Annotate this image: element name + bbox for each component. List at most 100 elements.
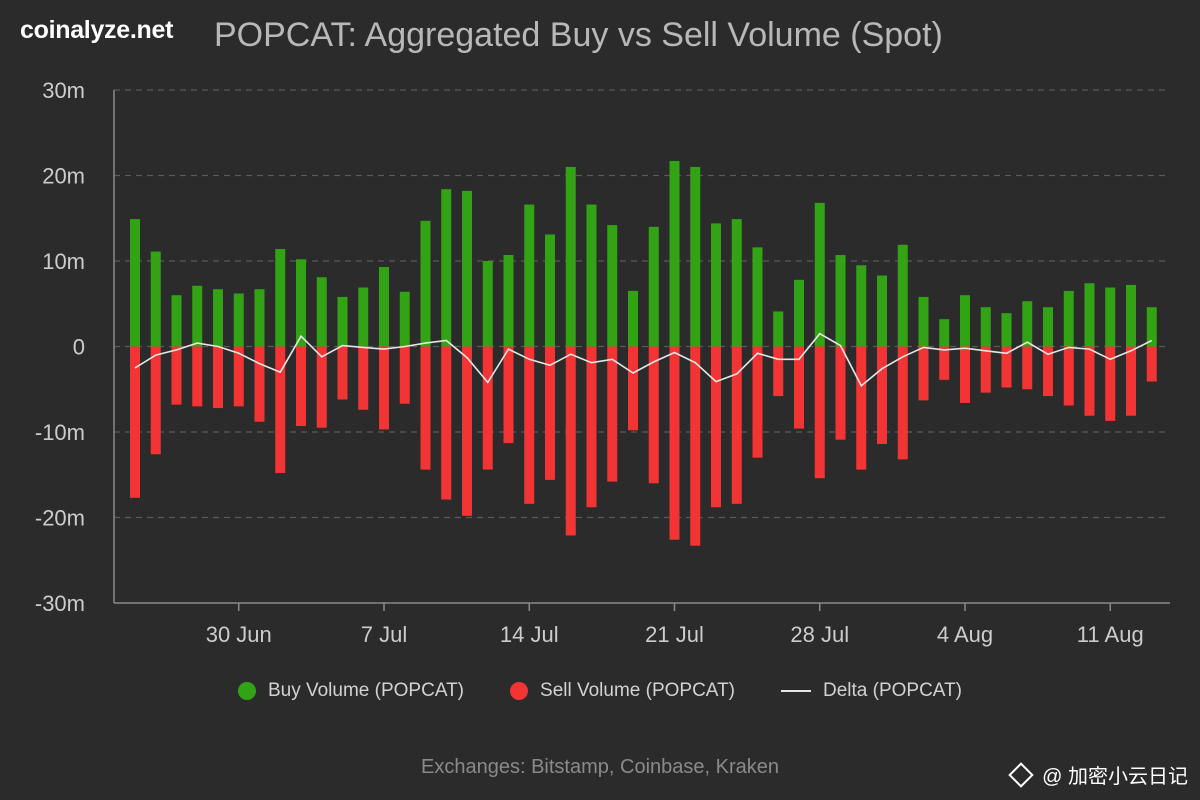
buy-bar: [980, 307, 991, 347]
sell-bar: [1105, 346, 1116, 421]
buy-bar: [358, 287, 369, 347]
legend: Buy Volume (POPCAT) Sell Volume (POPCAT)…: [0, 680, 1200, 702]
x-tick-label: 28 Jul: [790, 622, 849, 647]
sell-bar: [648, 346, 659, 484]
x-tick-label: 4 Aug: [937, 622, 993, 647]
buy-bar: [503, 255, 514, 347]
sell-bar: [1063, 346, 1074, 406]
sell-bar: [690, 346, 701, 546]
grid-lines: [114, 89, 1170, 519]
buy-bar: [275, 249, 286, 347]
sell-bar: [482, 346, 493, 470]
sell-bar: [731, 346, 742, 504]
y-tick-label: -30m: [35, 591, 85, 616]
sell-bar: [628, 346, 638, 431]
sell-bar: [607, 346, 618, 482]
buy-bar: [835, 255, 846, 347]
sell-bar: [150, 346, 161, 455]
y-tick-label: 20m: [42, 164, 85, 189]
buy-bar: [1063, 290, 1074, 347]
buy-bar: [296, 259, 306, 347]
sell-bar: [358, 346, 369, 410]
buy-bar: [1105, 287, 1116, 347]
sell-bar: [877, 346, 887, 444]
x-tick-label: 11 Aug: [1077, 622, 1144, 647]
sell-bar: [524, 346, 535, 504]
buy-bar: [1022, 301, 1033, 347]
sell-bar: [275, 346, 286, 474]
buy-bar: [171, 295, 182, 347]
buy-bar: [669, 160, 680, 347]
legend-buy-label: Buy Volume (POPCAT): [267, 680, 465, 701]
sell-bar: [213, 346, 223, 409]
sell-bar: [752, 346, 763, 458]
legend-item-delta[interactable]: Delta (POPCAT): [781, 680, 962, 702]
sell-bar: [586, 346, 597, 508]
sell-bar: [1126, 346, 1136, 416]
y-tick-label: -10m: [35, 420, 85, 445]
buy-bar: [1084, 283, 1095, 347]
buy-bar: [897, 244, 908, 347]
sell-bar: [960, 346, 970, 403]
buy-bar: [233, 293, 244, 347]
exchanges-footer: Exchanges: Bitstamp, Coinbase, Kraken: [421, 756, 779, 778]
sell-bar: [918, 346, 929, 401]
y-tick-label: 30m: [42, 78, 85, 103]
buy-bar: [1146, 307, 1157, 347]
x-tick-label: 7 Jul: [361, 622, 407, 647]
buy-bar: [773, 311, 784, 347]
buy-bar: [565, 166, 576, 347]
buy-bar: [399, 291, 410, 347]
sell-series: [130, 346, 1157, 546]
buy-bar: [420, 220, 431, 347]
legend-delta-label: Delta (POPCAT): [823, 680, 963, 701]
buy-series: [130, 160, 1157, 347]
sell-bar: [337, 346, 348, 400]
sell-bar: [939, 346, 950, 380]
sell-bar: [379, 346, 389, 430]
legend-sell-marker: [510, 682, 529, 700]
buy-bar: [856, 265, 867, 347]
buy-bar: [628, 290, 638, 347]
watermark-text: @ 加密小云日记: [1042, 766, 1188, 788]
sell-bar: [130, 346, 140, 498]
buy-bar: [545, 234, 555, 347]
delta-line: [134, 332, 1153, 388]
sell-bar: [399, 346, 410, 404]
buy-bar: [441, 189, 452, 347]
brand-logo: coinalyze.net: [20, 16, 174, 44]
buy-bar: [150, 251, 161, 347]
sell-bar: [794, 346, 804, 429]
watermark: @ 加密小云日记: [1008, 760, 1188, 789]
sell-bar: [316, 346, 327, 428]
legend-item-sell[interactable]: Sell Volume (POPCAT): [510, 680, 735, 702]
buy-bar: [711, 223, 721, 347]
buy-bar: [337, 296, 348, 347]
x-tick-label: 21 Jul: [645, 622, 704, 647]
binance-diamond-icon: [1008, 761, 1034, 788]
buy-bar: [130, 219, 140, 347]
delta-series: [134, 332, 1153, 388]
sell-bar: [462, 346, 472, 516]
buy-bar: [794, 279, 804, 347]
buy-bar: [213, 289, 223, 347]
legend-item-buy[interactable]: Buy Volume (POPCAT): [237, 680, 465, 702]
sell-bar: [773, 346, 784, 397]
buy-bar: [1001, 313, 1012, 347]
sell-bar: [669, 346, 680, 540]
sell-bar: [1043, 346, 1053, 397]
sell-bar: [835, 346, 846, 440]
buy-bar: [648, 226, 659, 347]
buy-bar: [462, 190, 472, 347]
buy-bar: [814, 202, 825, 347]
buy-bar: [690, 166, 701, 347]
sell-bar: [897, 346, 908, 460]
y-tick-label: -20m: [35, 506, 85, 531]
buy-bar: [960, 295, 970, 347]
buy-bar: [316, 277, 327, 347]
sell-bar: [565, 346, 576, 536]
sell-bar: [503, 346, 514, 444]
sell-bar: [1022, 346, 1033, 390]
sell-bar: [420, 346, 431, 470]
